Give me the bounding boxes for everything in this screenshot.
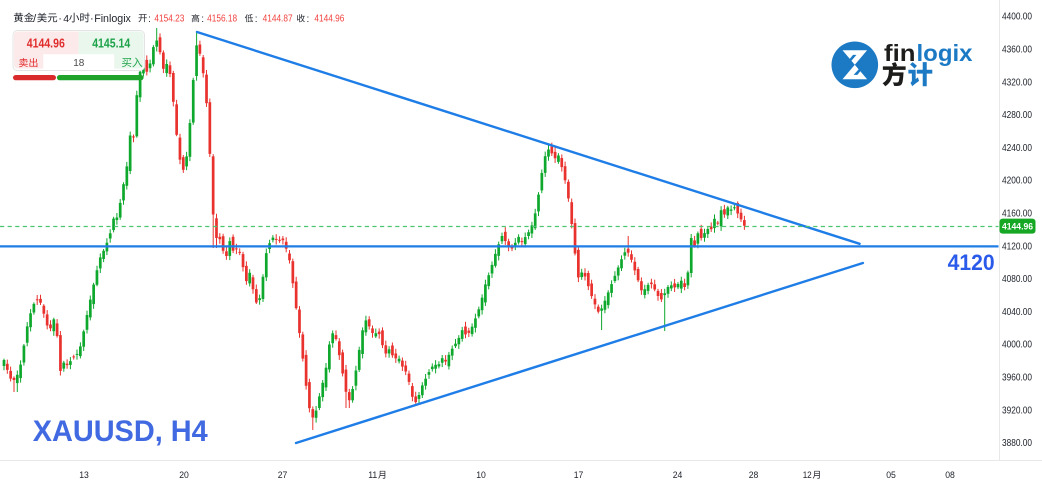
- svg-text:3960.00: 3960.00: [1002, 373, 1032, 384]
- svg-text::: :: [148, 14, 151, 25]
- svg-text:4240.00: 4240.00: [1002, 143, 1032, 154]
- svg-text:XAUUSD, H4: XAUUSD, H4: [33, 415, 209, 448]
- svg-text:4120: 4120: [948, 250, 995, 275]
- svg-text:fin: fin: [884, 40, 916, 66]
- svg-text:12: 12: [803, 469, 812, 480]
- svg-text:24: 24: [673, 469, 683, 480]
- svg-text:4320.00: 4320.00: [1002, 77, 1032, 88]
- svg-text::: :: [255, 14, 258, 25]
- svg-text:3880.00: 3880.00: [1002, 438, 1032, 449]
- svg-text:17: 17: [574, 469, 584, 480]
- svg-text:4144.87: 4144.87: [263, 14, 293, 25]
- svg-text:05: 05: [886, 469, 896, 480]
- svg-text:11: 11: [368, 469, 377, 480]
- svg-text:Finlogix: Finlogix: [94, 13, 131, 25]
- svg-text:13: 13: [79, 469, 89, 480]
- svg-text:27: 27: [278, 469, 288, 480]
- svg-text:·: ·: [58, 13, 62, 25]
- svg-text:/: /: [33, 13, 37, 25]
- svg-text::: :: [201, 14, 204, 25]
- svg-text:18: 18: [73, 58, 85, 69]
- svg-text:4144.96: 4144.96: [314, 14, 344, 25]
- svg-text:4080.00: 4080.00: [1002, 274, 1032, 285]
- svg-text:·: ·: [90, 13, 94, 25]
- svg-text:logix: logix: [917, 40, 973, 66]
- svg-text:4120.00: 4120.00: [1002, 241, 1032, 252]
- svg-text:4: 4: [63, 13, 69, 25]
- svg-text:08: 08: [945, 469, 955, 480]
- svg-text:4360.00: 4360.00: [1002, 45, 1032, 56]
- svg-text:4145.14: 4145.14: [92, 37, 130, 51]
- svg-text:4154.23: 4154.23: [154, 14, 184, 25]
- svg-text:28: 28: [749, 469, 759, 480]
- svg-text:3920.00: 3920.00: [1002, 405, 1032, 416]
- svg-text:4144.96: 4144.96: [27, 37, 65, 51]
- svg-text:4156.18: 4156.18: [207, 14, 237, 25]
- svg-text:4200.00: 4200.00: [1002, 176, 1032, 187]
- svg-text:4400.00: 4400.00: [1002, 12, 1032, 23]
- svg-text:4280.00: 4280.00: [1002, 110, 1032, 121]
- svg-text:20: 20: [179, 469, 189, 480]
- svg-text:10: 10: [476, 469, 486, 480]
- svg-text:4000.00: 4000.00: [1002, 340, 1032, 351]
- svg-text::: :: [307, 14, 310, 25]
- svg-text:4040.00: 4040.00: [1002, 307, 1032, 318]
- svg-text:4144.96: 4144.96: [1002, 222, 1033, 233]
- svg-text:4160.00: 4160.00: [1002, 209, 1032, 220]
